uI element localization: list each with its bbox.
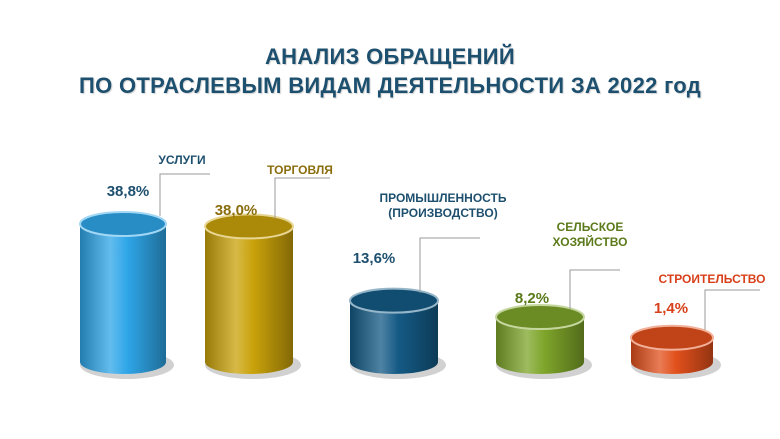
category-label: ПРОМЫШЛЕННОСТЬ (ПРОИЗВОДСТВО) xyxy=(379,191,506,220)
leader-line xyxy=(569,269,620,310)
value-label: 13,6% xyxy=(353,250,396,267)
bar-body xyxy=(80,224,166,374)
leader-line xyxy=(274,177,330,219)
leader-line xyxy=(159,173,210,216)
value-label: 8,2% xyxy=(515,290,549,307)
bar-body xyxy=(496,317,584,374)
category-label: СТРОИТЕЛЬСТВО xyxy=(659,272,766,286)
category-label-line: ТОРГОВЛЯ xyxy=(267,163,333,177)
bar-1 xyxy=(204,213,301,379)
category-label-line: ПРОМЫШЛЕННОСТЬ xyxy=(379,191,506,205)
chart-title-line-2: ПО ОТРАСЛЕВЫМ ВИДАМ ДЕЯТЕЛЬНОСТИ ЗА 2022… xyxy=(79,73,701,98)
bar-2 xyxy=(349,287,446,379)
category-label: СЕЛЬСКОЕ ХОЗЯЙСТВО xyxy=(553,220,628,249)
bar-top xyxy=(204,213,294,240)
leader-line xyxy=(419,237,480,293)
bar-0 xyxy=(79,211,174,379)
value-label: 38,8% xyxy=(107,183,150,200)
category-label: УСЛУГИ xyxy=(158,153,205,167)
value-label: 1,4% xyxy=(654,300,688,317)
bar-body xyxy=(350,300,438,374)
category-label-line: УСЛУГИ xyxy=(158,153,205,167)
chart-title-line-1: АНАЛИЗ ОБРАЩЕНИЙ xyxy=(264,44,516,69)
bar-top xyxy=(630,324,714,351)
category-label-line: СЕЛЬСКОЕ xyxy=(557,220,624,234)
category-label: ТОРГОВЛЯ xyxy=(267,163,333,177)
bar-3 xyxy=(495,304,592,379)
bar-4 xyxy=(630,324,721,379)
bar-body xyxy=(205,226,293,374)
category-label-line: СТРОИТЕЛЬСТВО xyxy=(659,272,766,286)
leader-line xyxy=(704,289,760,330)
category-label-line: ХОЗЯЙСТВО xyxy=(553,234,628,249)
bar-top xyxy=(349,287,439,314)
bar-top xyxy=(495,304,585,331)
bar-top xyxy=(79,211,167,237)
category-label-line: (ПРОИЗВОДСТВО) xyxy=(388,206,497,220)
value-label: 38,0% xyxy=(215,202,258,219)
